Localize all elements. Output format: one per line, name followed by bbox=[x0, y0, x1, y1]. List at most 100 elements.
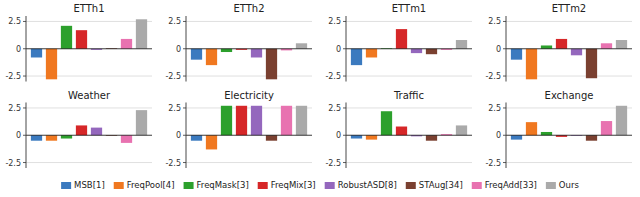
bar bbox=[31, 135, 42, 140]
grid-line bbox=[506, 48, 632, 49]
tick-label: 0 bbox=[16, 45, 21, 54]
bar bbox=[121, 39, 132, 49]
grid-line bbox=[26, 162, 152, 163]
bar bbox=[396, 29, 407, 49]
tick-label: 2.5 bbox=[8, 17, 21, 26]
bar bbox=[426, 135, 437, 140]
bar bbox=[296, 106, 307, 135]
tick-label: 2.5 bbox=[168, 104, 181, 113]
tick-label: -2.5 bbox=[325, 72, 341, 81]
zero-line bbox=[506, 135, 632, 136]
tick-label: 2.5 bbox=[168, 17, 181, 26]
legend-swatch bbox=[472, 182, 482, 189]
subplot-title: Electricity bbox=[224, 90, 274, 101]
tick-label: 0 bbox=[176, 131, 181, 140]
subplot-title: Weather bbox=[68, 90, 111, 101]
y-axis-line bbox=[186, 103, 187, 169]
subplot: ETTm1-2.502.5 bbox=[325, 3, 472, 82]
zero-line bbox=[346, 135, 472, 136]
bar bbox=[136, 19, 147, 48]
bar bbox=[456, 125, 467, 135]
grid-line bbox=[346, 21, 472, 22]
bars bbox=[511, 39, 627, 79]
grid-line bbox=[346, 107, 472, 108]
legend-swatch bbox=[258, 182, 268, 189]
bars bbox=[31, 19, 147, 79]
tick-label: -2.5 bbox=[5, 72, 21, 81]
tick-label: -2.5 bbox=[165, 72, 181, 81]
subplot: ETTh2-2.502.5 bbox=[165, 3, 312, 82]
zero-line bbox=[346, 48, 472, 49]
bar bbox=[381, 111, 392, 135]
bar bbox=[136, 110, 147, 135]
bar bbox=[46, 135, 57, 140]
bar bbox=[251, 49, 262, 58]
tick-label: -2.5 bbox=[485, 159, 501, 168]
bar bbox=[456, 40, 467, 49]
bar bbox=[221, 49, 232, 52]
legend-item: STAug[34] bbox=[406, 180, 463, 190]
bar bbox=[571, 49, 582, 56]
bar bbox=[91, 128, 102, 136]
subplot-title: Exchange bbox=[545, 90, 594, 101]
legend-item: RobustASD[8] bbox=[325, 180, 397, 190]
bar bbox=[426, 49, 437, 54]
bar bbox=[526, 49, 537, 80]
legend-label: MSB[1] bbox=[74, 180, 105, 190]
bar bbox=[366, 49, 377, 58]
legend-item: FreqAdd[33] bbox=[472, 180, 537, 190]
y-axis-line bbox=[506, 16, 507, 82]
tick-label: 0 bbox=[336, 131, 341, 140]
bar bbox=[121, 135, 132, 143]
bar bbox=[296, 43, 307, 48]
tick-label: 0 bbox=[496, 131, 501, 140]
subplot: ETTm2-2.502.5 bbox=[485, 3, 632, 82]
tick-label: -2.5 bbox=[5, 159, 21, 168]
bars bbox=[191, 106, 307, 150]
bar bbox=[76, 30, 87, 49]
bars bbox=[31, 110, 147, 143]
tick-label: 2.5 bbox=[328, 17, 341, 26]
grid-line bbox=[26, 21, 152, 22]
y-axis-line bbox=[346, 103, 347, 169]
subplot: Electricity -2.5 0 2.5 bbox=[165, 90, 312, 169]
grid-line bbox=[186, 135, 312, 136]
bar bbox=[601, 121, 612, 135]
legend-label: FreqPool[4] bbox=[127, 180, 175, 190]
grid-line bbox=[506, 21, 632, 22]
grid-line bbox=[186, 76, 312, 77]
bar bbox=[586, 49, 597, 78]
zero-line bbox=[26, 135, 152, 136]
legend-label: FreqMix[3] bbox=[271, 180, 316, 190]
subplot-title: Traffic bbox=[393, 90, 424, 101]
subplot: Exchange-2.502.5 bbox=[485, 90, 632, 169]
bar bbox=[281, 106, 292, 135]
bar bbox=[541, 45, 552, 48]
tick-label: -2.5 bbox=[165, 159, 181, 168]
bars bbox=[351, 111, 467, 140]
subplot: ETTh1-2.502.5 bbox=[5, 3, 152, 82]
bar bbox=[266, 49, 277, 80]
grid-line bbox=[506, 162, 632, 163]
bar bbox=[191, 135, 202, 140]
bar bbox=[61, 135, 72, 138]
tick-label: 2.5 bbox=[488, 17, 501, 26]
grid-line bbox=[346, 135, 472, 136]
bar bbox=[61, 26, 72, 49]
bar bbox=[351, 135, 362, 138]
legend-swatch bbox=[114, 182, 124, 189]
tick-label: 0 bbox=[16, 131, 21, 140]
y-axis-line bbox=[346, 16, 347, 82]
grid-line bbox=[26, 76, 152, 77]
tick-label: 2.5 bbox=[8, 104, 21, 113]
y-axis-line bbox=[26, 16, 27, 82]
bar bbox=[76, 125, 87, 135]
tick-label: -2.5 bbox=[325, 159, 341, 168]
legend-item: FreqPool[4] bbox=[114, 180, 175, 190]
y-axis-line bbox=[506, 103, 507, 169]
grid-line bbox=[346, 162, 472, 163]
grid-line bbox=[506, 135, 632, 136]
zero-line bbox=[186, 135, 312, 136]
bar bbox=[31, 49, 42, 58]
tick-label: 0 bbox=[176, 45, 181, 54]
